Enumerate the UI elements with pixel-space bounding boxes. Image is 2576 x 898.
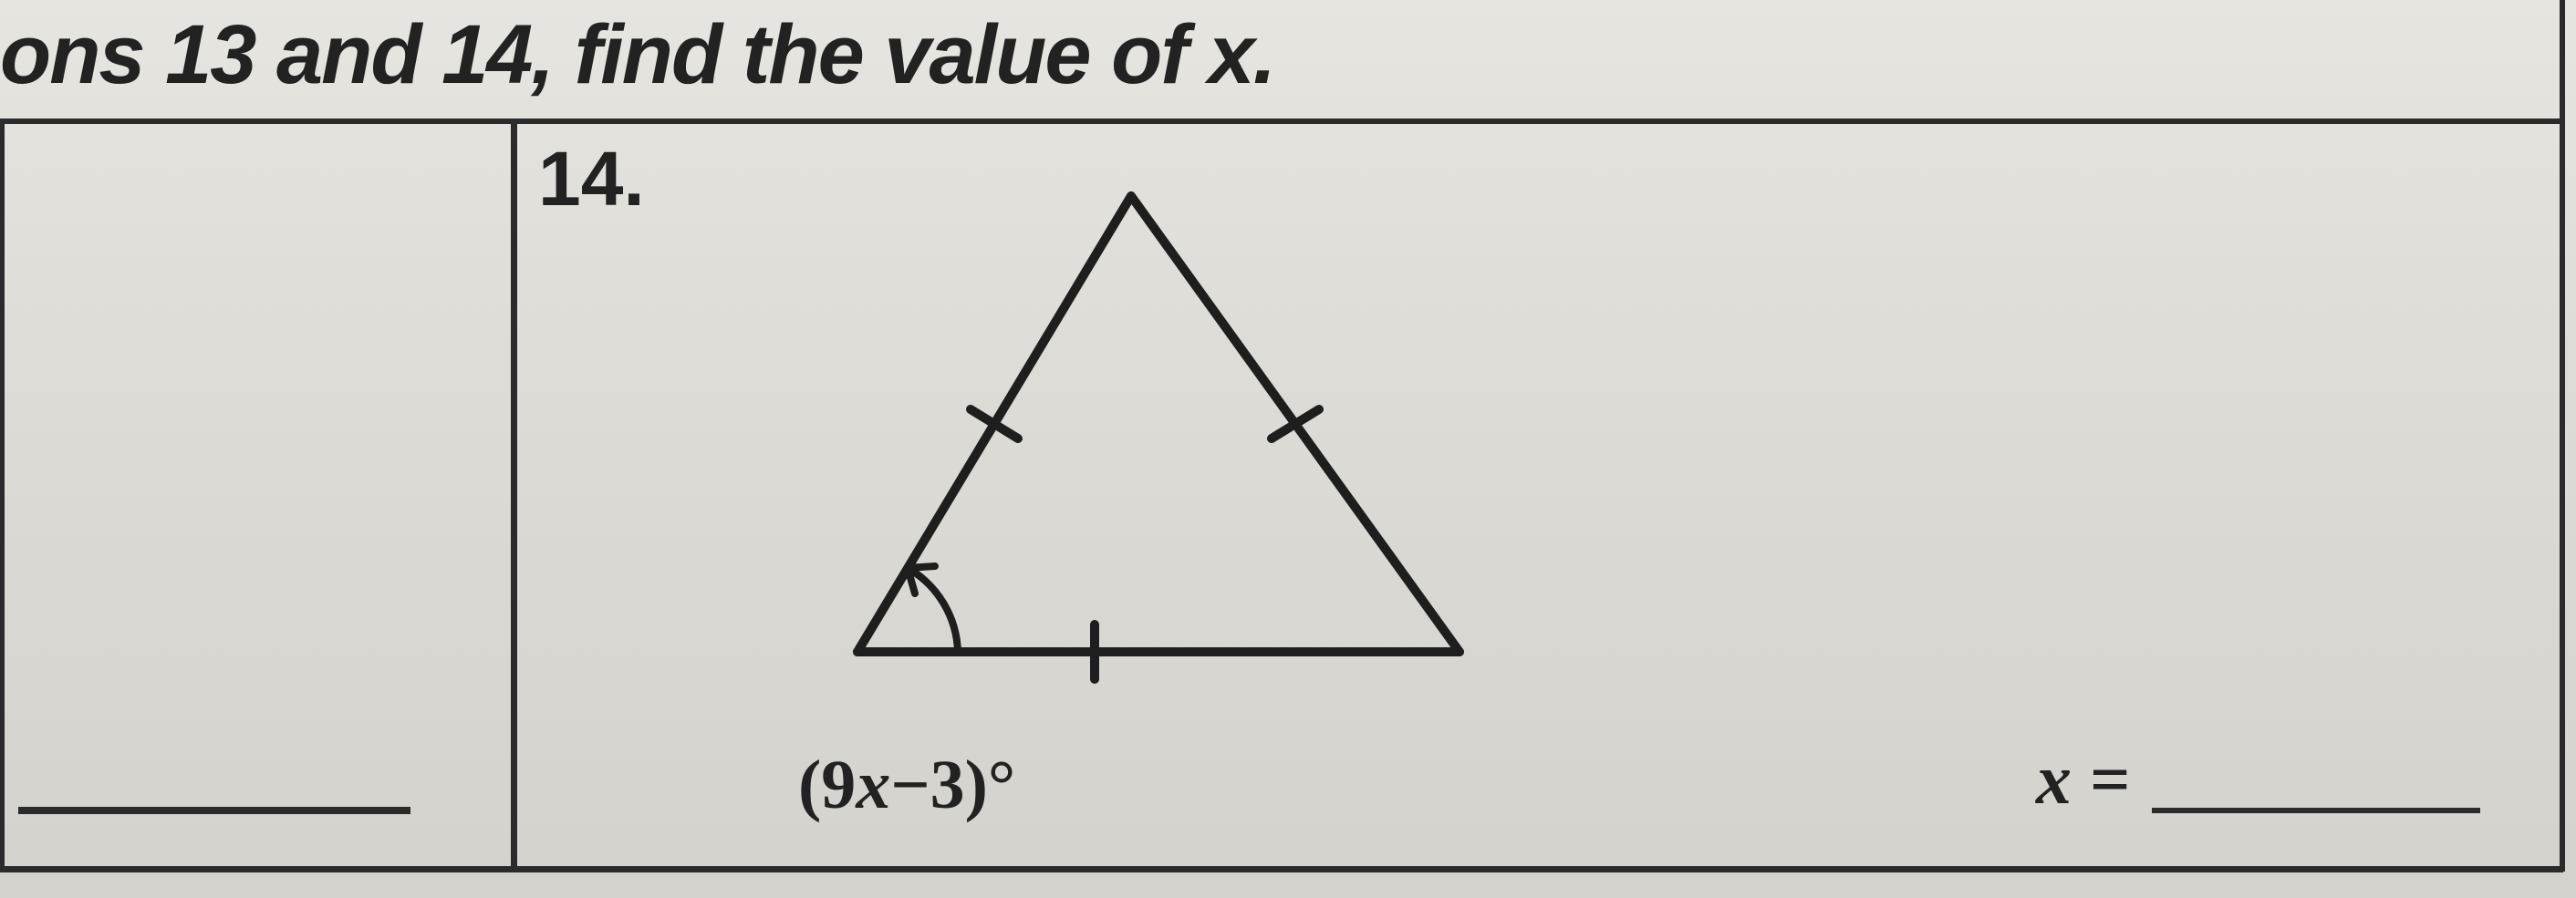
horizontal-rule-bottom <box>0 866 2563 872</box>
variable-x: x <box>856 747 890 823</box>
worksheet-page: ons 13 and 14, find the value of x. 14. … <box>0 0 2576 898</box>
angle-expression: (9x−3)° <box>798 746 1015 825</box>
vertical-rule-right <box>2560 0 2565 872</box>
question-number: 14. <box>538 135 645 223</box>
vertical-rule-left <box>0 124 5 872</box>
instruction-content: ons 13 and 14, find the value of x. <box>0 8 1274 101</box>
instruction-text: ons 13 and 14, find the value of x. <box>0 7 1274 103</box>
horizontal-rule-top <box>0 119 2563 124</box>
answer-x-equals: x = <box>2036 738 2480 821</box>
answer-blank-left <box>18 807 410 814</box>
answer-blank-right <box>2152 808 2480 813</box>
vertical-rule-mid <box>511 124 517 872</box>
answer-prefix: x = <box>2036 738 2130 821</box>
triangle-diagram <box>730 160 1642 743</box>
triangle-svg <box>730 160 1642 743</box>
